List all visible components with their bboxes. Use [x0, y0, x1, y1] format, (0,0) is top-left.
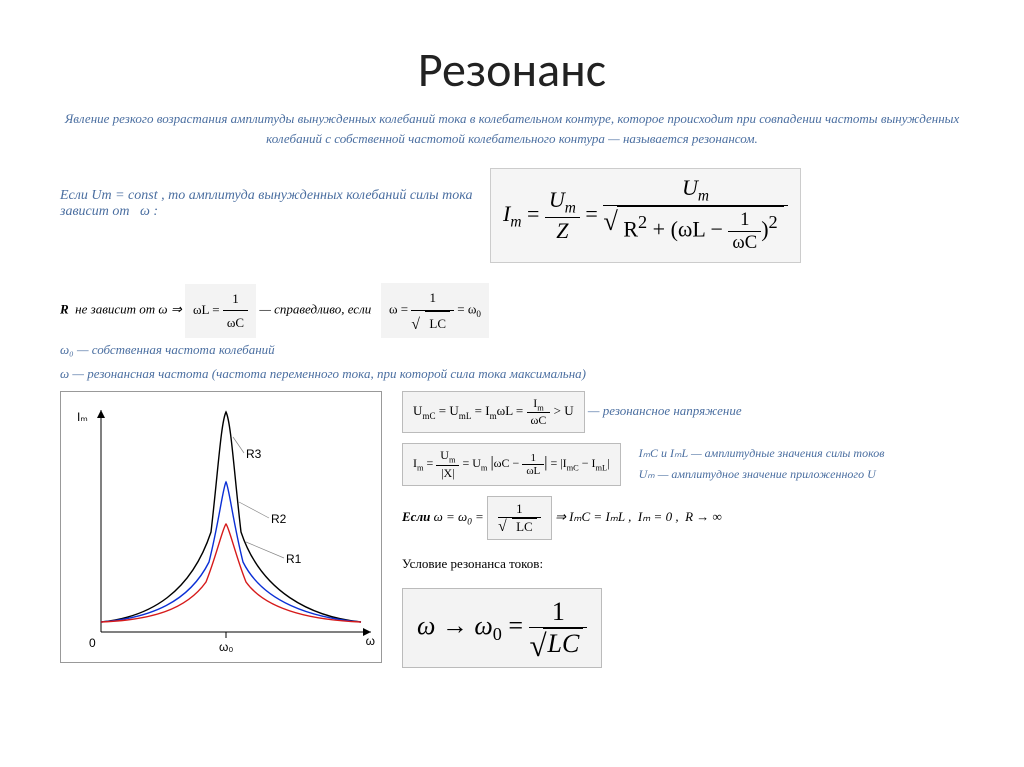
chart-y-label: Iₘ	[77, 410, 88, 424]
curve-label-r2: R2	[271, 512, 286, 526]
w-definition: ω — резонансная частота (частота перемен…	[60, 362, 984, 385]
amplitude-condition-text: Если Um = const , то амплитуда вынужденн…	[60, 168, 490, 263]
chart-x-label: ω	[366, 634, 375, 648]
justified-if-text: — справедливо, если	[259, 302, 377, 317]
consequence-text: ⇒ IₘC = IₘL , Iₘ = 0 , R → ∞	[555, 509, 722, 524]
bottom-row: Iₘ ω 0 ω₀ R3 R2 R1 UmC = UmL = ImωL = Im…	[0, 385, 1024, 668]
if-label: Если	[402, 509, 434, 524]
right-equations-column: UmC = UmL = ImωL = ImωC > U — резонансно…	[382, 391, 994, 668]
imc-iml-note: IₘC и IₘL — амплитудные значения силы то…	[639, 443, 885, 463]
definition-text: Явление резкого возрастания амплитуды вы…	[0, 99, 1024, 148]
resonance-chart: Iₘ ω 0 ω₀ R3 R2 R1	[60, 391, 382, 663]
main-current-equation: Im = UmZ = Um R2 + (ωL − 1ωC)2	[490, 168, 801, 263]
main-equation-container: Im = UmZ = Um R2 + (ωL − 1ωC)2	[490, 168, 984, 263]
wl-eq-1-wc: ωL = 1ωC	[185, 284, 256, 338]
resonance-condition-label: Условие резонанса токов:	[402, 550, 994, 572]
resonance-voltage-line: UmC = UmL = ImωL = ImωC > U — резонансно…	[402, 391, 994, 433]
resonance-frequency-section: RR не зависит от ω ⇒ не зависит от ω ⇒ ω…	[0, 263, 1024, 385]
w0-definition: ω₀ — собственная частота колебаний	[60, 338, 984, 361]
page-title: Резонанс	[0, 0, 1024, 99]
curve-label-r3: R3	[246, 447, 261, 461]
resonance-voltage-label: — резонансное напряжение	[588, 403, 742, 418]
curve-label-r1: R1	[286, 552, 301, 566]
current-amplitude-line: Im = Um|X| = Um |ωC − 1ωL| = |ImC − ImL|…	[402, 443, 994, 485]
chart-origin: 0	[89, 636, 96, 650]
um-note: Uₘ — амплитудное значение приложенного U	[639, 464, 885, 484]
resonance-condition-equation: ω → ω0 = 1LC	[402, 588, 602, 668]
if-omega-line: Если ω = ω0 = 1LC ⇒ IₘC = IₘL , Iₘ = 0 ,…	[402, 496, 994, 540]
chart-w0: ω₀	[219, 640, 233, 654]
chart-svg	[61, 392, 381, 662]
omega-equals-w0: ω = 1LC = ω0	[381, 283, 489, 338]
row-amplitude: Если Um = const , то амплитуда вынужденн…	[0, 148, 1024, 263]
